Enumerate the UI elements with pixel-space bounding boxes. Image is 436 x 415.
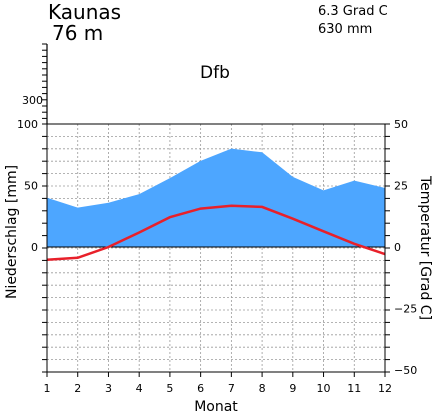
station-name: Kaunas xyxy=(48,0,121,24)
x-tick-label: 3 xyxy=(105,382,112,395)
x-tick-label: 12 xyxy=(378,382,392,395)
left-axis-label: Niederschlag [mm] xyxy=(4,165,20,299)
axis-ticks xyxy=(42,123,390,377)
x-tick-label: 10 xyxy=(317,382,331,395)
x-tick-label: 9 xyxy=(289,382,296,395)
x-tick-label: 4 xyxy=(136,382,143,395)
upper-axis-tick-label: 300 xyxy=(22,94,43,107)
precipitation-area xyxy=(47,148,385,247)
right-tick-label: 25 xyxy=(394,180,408,193)
x-tick-label: 1 xyxy=(44,382,51,395)
x-axis-label: Monat xyxy=(194,399,238,415)
right-tick-label: 50 xyxy=(394,118,408,131)
x-tick-label: 6 xyxy=(197,382,204,395)
x-tick-label: 2 xyxy=(74,382,81,395)
annual-precipitation: 630 mm xyxy=(318,22,372,37)
right-tick-label: −25 xyxy=(394,303,417,316)
x-tick-label: 5 xyxy=(166,382,173,395)
left-tick-label: 100 xyxy=(17,118,38,131)
climate-class: Dfb xyxy=(200,63,230,83)
station-elevation: 76 m xyxy=(52,21,103,45)
x-tick-label: 11 xyxy=(347,382,361,395)
right-axis-label: Temperatur [Grad C] xyxy=(417,175,433,320)
left-tick-label: 0 xyxy=(31,241,38,254)
left-tick-label: 50 xyxy=(24,180,38,193)
upper-axis-ticks xyxy=(42,43,47,119)
x-tick-label: 7 xyxy=(228,382,235,395)
right-tick-label: 0 xyxy=(394,241,401,254)
annual-temperature: 6.3 Grad C xyxy=(318,4,388,19)
temperature-line xyxy=(46,204,386,262)
right-tick-label: −50 xyxy=(394,364,417,377)
x-tick-label: 8 xyxy=(259,382,266,395)
